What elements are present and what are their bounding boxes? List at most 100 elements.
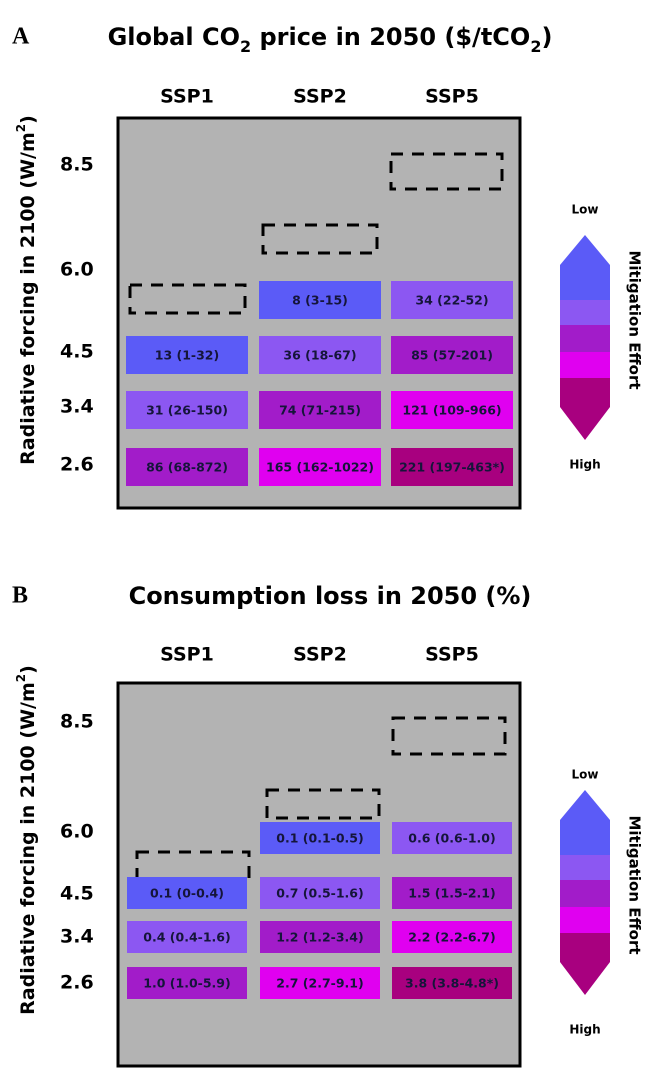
y-axis-label: Radiative forcing in 2100 (W/m2) — [14, 665, 39, 1015]
cell — [391, 391, 513, 429]
column-label: SSP5 — [425, 86, 479, 108]
cell-label: 31 (26-150) — [146, 403, 228, 418]
cell-label: 8 (3-15) — [292, 293, 348, 308]
cell — [392, 967, 512, 999]
panel-title-part: 2 — [240, 37, 251, 56]
legend-band — [560, 378, 610, 440]
legend-band — [560, 933, 610, 995]
cell — [392, 921, 512, 953]
y-axis-label-part: Radiative forcing in 2100 (W/m — [17, 132, 39, 465]
legend-band — [560, 880, 610, 907]
legend-band — [560, 790, 610, 855]
row-label: 4.5 — [60, 341, 94, 363]
cell-label: 36 (18-67) — [283, 348, 356, 363]
cell — [260, 967, 380, 999]
infeasible-box — [391, 716, 507, 756]
cell-label: 1.5 (1.5-2.1) — [408, 886, 495, 901]
cell-label: 2.7 (2.7-9.1) — [276, 976, 363, 991]
legend-band — [560, 235, 610, 300]
legend-high: High — [569, 458, 600, 472]
infeasible-box — [128, 283, 247, 315]
row-label: 2.6 — [60, 972, 94, 994]
infeasible-box — [389, 152, 504, 191]
row-label: 4.5 — [60, 883, 94, 905]
legend-band — [560, 352, 610, 378]
y-axis-label-part: 2 — [14, 124, 28, 132]
infeasible-box — [265, 788, 381, 820]
row-label: 6.0 — [60, 821, 94, 843]
legend-title: Mitigation Effort — [626, 815, 644, 954]
y-axis-label-part: ) — [17, 115, 39, 124]
row-label: 8.5 — [60, 154, 94, 176]
panel-title-part: price in 2050 ($/tCO — [251, 23, 530, 51]
row-label: 8.5 — [60, 711, 94, 733]
row-label: 2.6 — [60, 454, 94, 476]
cell — [392, 822, 512, 854]
cell — [259, 448, 381, 486]
cell — [127, 921, 247, 953]
cell-label: 74 (71-215) — [279, 403, 361, 418]
y-axis-label-part: Radiative forcing in 2100 (W/m — [17, 682, 39, 1015]
cell — [392, 877, 512, 909]
cell-label: 1.2 (1.2-3.4) — [276, 930, 363, 945]
cell — [260, 822, 380, 854]
legend-band — [560, 907, 610, 933]
cell-label: 3.8 (3.8-4.8*) — [405, 976, 499, 991]
cell-label: 0.6 (0.6-1.0) — [408, 831, 495, 846]
y-axis-label: Radiative forcing in 2100 (W/m2) — [14, 115, 39, 465]
panel-title: Consumption loss in 2050 (%) — [129, 582, 532, 610]
infeasible-box — [261, 223, 379, 255]
legend-band — [560, 325, 610, 352]
legend-band — [560, 855, 610, 880]
column-label: SSP5 — [425, 644, 479, 666]
legend-high: High — [569, 1023, 600, 1037]
legend-low: Low — [572, 203, 599, 217]
cell — [127, 877, 247, 909]
cell-label: 221 (197-463*) — [399, 460, 505, 475]
legend-title: Mitigation Effort — [626, 250, 644, 389]
panel-title-part: ) — [541, 23, 552, 51]
column-label: SSP2 — [293, 644, 347, 666]
row-label: 3.4 — [60, 926, 94, 948]
legend-low: Low — [572, 768, 599, 782]
column-label: SSP1 — [160, 644, 214, 666]
column-label: SSP2 — [293, 86, 347, 108]
cell-label: 85 (57-201) — [411, 348, 493, 363]
cell — [391, 281, 513, 319]
plot-area — [116, 681, 522, 1068]
cell — [260, 921, 380, 953]
cell-label: 34 (22-52) — [415, 293, 488, 308]
cell — [391, 336, 513, 374]
cell-label: 0.4 (0.4-1.6) — [143, 930, 230, 945]
cell — [126, 448, 248, 486]
cell-label: 0.1 (0.1-0.5) — [276, 831, 363, 846]
cell-label: 0.1 (0-0.4) — [150, 886, 224, 901]
panel-letter: B — [12, 583, 28, 609]
row-label: 3.4 — [60, 396, 94, 418]
panel-title: Global CO2 price in 2050 ($/tCO2) — [108, 23, 553, 56]
cell — [126, 391, 248, 429]
panel-title-part: 2 — [530, 37, 541, 56]
cell-label: 121 (109-966) — [402, 403, 501, 418]
panel-letter: A — [12, 24, 30, 50]
panel-title-part: Global CO — [108, 23, 240, 51]
cell — [127, 967, 247, 999]
row-label: 6.0 — [60, 259, 94, 281]
panel-title-part: Consumption loss in 2050 (%) — [129, 582, 532, 610]
cell-label: 165 (162-1022) — [266, 460, 374, 475]
cell — [391, 448, 513, 486]
cell-label: 86 (68-872) — [146, 460, 228, 475]
cell — [259, 391, 381, 429]
cell-label: 0.7 (0.5-1.6) — [276, 886, 363, 901]
legend-band — [560, 300, 610, 325]
cell-label: 13 (1-32) — [155, 348, 219, 363]
cell — [259, 336, 381, 374]
column-label: SSP1 — [160, 86, 214, 108]
cell-label: 2.2 (2.2-6.7) — [408, 930, 495, 945]
cell — [260, 877, 380, 909]
cell-label: 1.0 (1.0-5.9) — [143, 976, 230, 991]
cell — [126, 336, 248, 374]
y-axis-label-part: ) — [17, 665, 39, 674]
cell — [259, 281, 381, 319]
